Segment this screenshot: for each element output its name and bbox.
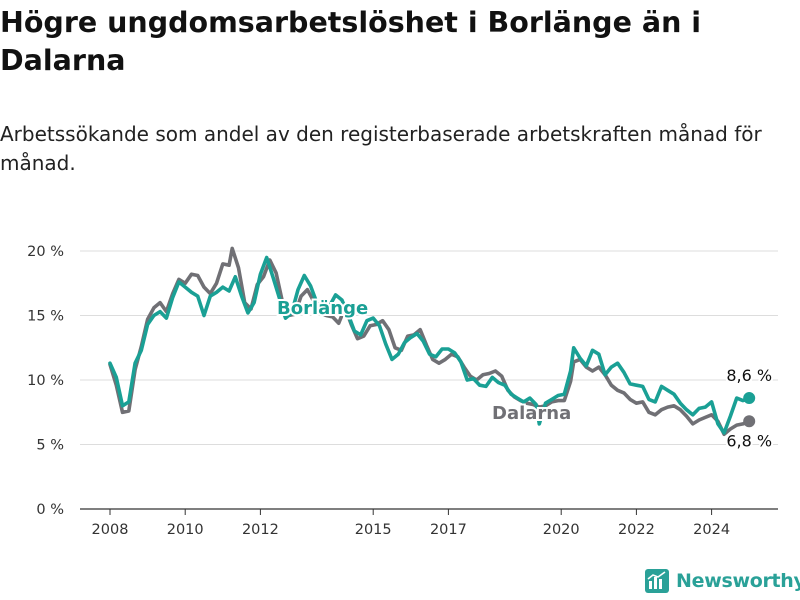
x-tick-label: 2010 bbox=[167, 522, 204, 538]
chart-subtitle: Arbetssökande som andel av den registerb… bbox=[0, 122, 762, 175]
end-value-label-dalarna: 6,8 % bbox=[726, 431, 772, 450]
end-point-borlange bbox=[743, 392, 756, 405]
y-tick-label: 10 % bbox=[27, 373, 64, 389]
x-tick-label: 2012 bbox=[242, 522, 279, 538]
x-tick-label: 2015 bbox=[355, 522, 392, 538]
y-tick-label: 20 % bbox=[27, 244, 64, 260]
x-tick-label: 2008 bbox=[92, 522, 129, 538]
gridlines bbox=[80, 250, 778, 510]
series-labels: Dalarna 6,8 % Borlänge 8,6 % bbox=[275, 296, 774, 452]
newsworthy-brand: Newsworthy bbox=[644, 568, 800, 594]
y-tick-label: 5 % bbox=[36, 438, 64, 454]
x-tick-label: 2017 bbox=[430, 522, 467, 538]
newsworthy-logo-icon bbox=[645, 569, 669, 593]
brand-name: Newsworthy bbox=[676, 570, 800, 592]
chart-title: Högre ungdomsarbetslöshet i Borlänge än … bbox=[0, 6, 702, 77]
end-value-label-borlange: 8,6 % bbox=[726, 366, 772, 385]
series-label-dalarna: Dalarna bbox=[492, 403, 571, 424]
y-tick-label: 15 % bbox=[27, 309, 64, 325]
x-tick-label: 2024 bbox=[693, 522, 730, 538]
x-axis: 2008 2010 2012 2015 2017 2020 2022 2024 bbox=[92, 509, 730, 538]
end-point-dalarna bbox=[743, 415, 756, 428]
y-tick-label: 0 % bbox=[36, 502, 64, 518]
series-line-borlange bbox=[108, 255, 751, 435]
y-axis: 0 % 5 % 10 % 15 % 20 % bbox=[27, 244, 64, 518]
series-lines bbox=[108, 246, 756, 436]
x-tick-label: 2022 bbox=[618, 522, 655, 538]
series-line-dalarna bbox=[108, 246, 751, 436]
series-label-borlange: Borlänge bbox=[277, 298, 368, 319]
x-tick-label: 2020 bbox=[543, 522, 580, 538]
